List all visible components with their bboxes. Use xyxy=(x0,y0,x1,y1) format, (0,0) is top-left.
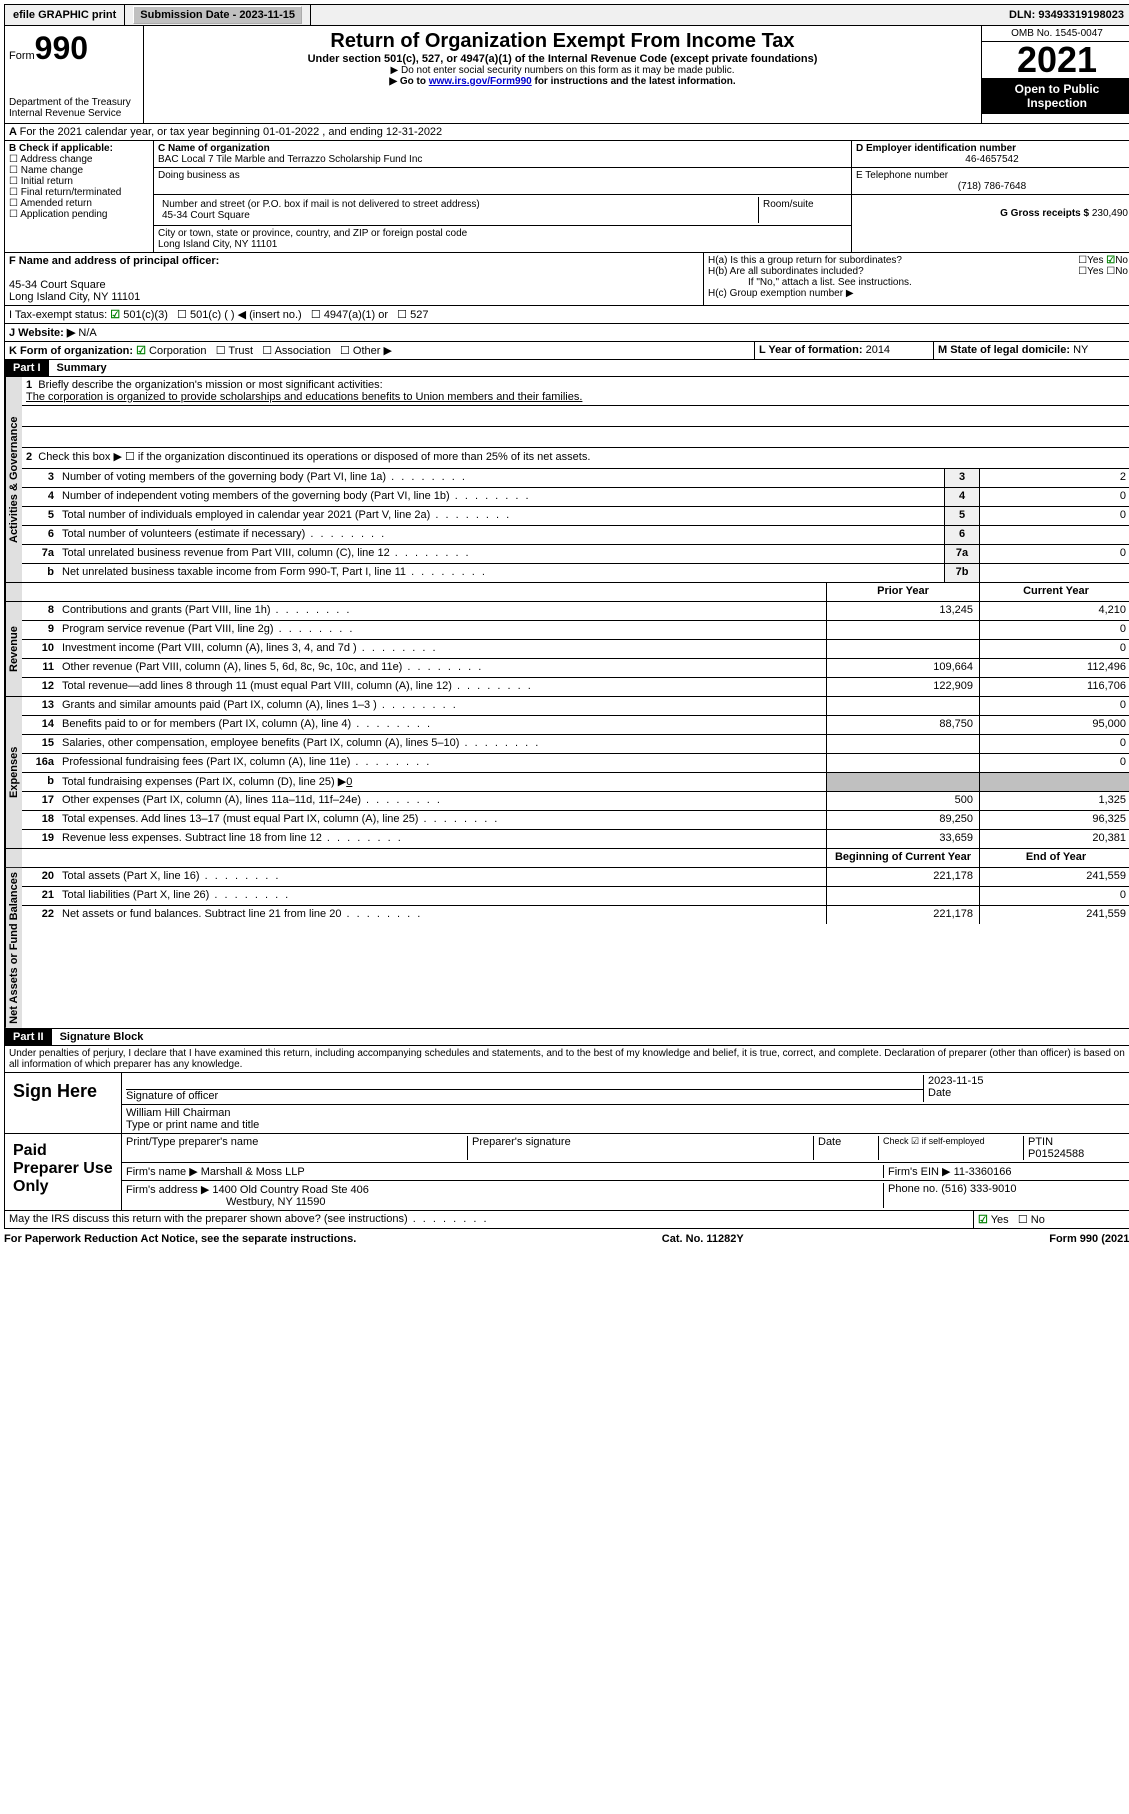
box-klm: K Form of organization: ☑ Corporation ☐ … xyxy=(4,342,1129,360)
paid-preparer-block: Paid Preparer Use Only Print/Type prepar… xyxy=(4,1134,1129,1211)
form-title: Return of Organization Exempt From Incom… xyxy=(148,30,977,53)
section-net-assets: Net Assets or Fund Balances 20Total asse… xyxy=(4,868,1129,1029)
table-row: 12Total revenue—add lines 8 through 11 (… xyxy=(22,678,1129,696)
discuss-row: May the IRS discuss this return with the… xyxy=(4,1211,1129,1229)
table-row: 17Other expenses (Part IX, column (A), l… xyxy=(22,792,1129,811)
table-row: 11Other revenue (Part VIII, column (A), … xyxy=(22,659,1129,678)
py-cy-header: Prior Year Current Year xyxy=(4,583,1129,602)
form-subtitle-2: ▶ Do not enter social security numbers o… xyxy=(148,65,977,76)
table-row: bTotal fundraising expenses (Part IX, co… xyxy=(22,773,1129,792)
table-row: 18Total expenses. Add lines 13–17 (must … xyxy=(22,811,1129,830)
sign-here-block: Sign Here Signature of officer 2023-11-1… xyxy=(4,1073,1129,1134)
dln-label: DLN: 93493319198023 xyxy=(1001,5,1129,25)
perjury-declaration: Under penalties of perjury, I declare th… xyxy=(4,1046,1129,1073)
box-j: J Website: ▶ N/A xyxy=(4,324,1129,342)
table-row: 21Total liabilities (Part X, line 26)0 xyxy=(22,887,1129,906)
form-ref: Form 990 (2021) xyxy=(1049,1233,1129,1245)
efile-label: efile GRAPHIC print xyxy=(5,5,125,25)
irs-link[interactable]: www.irs.gov/Form990 xyxy=(429,76,532,87)
rev-label-stub xyxy=(5,583,22,601)
submission-date-button[interactable]: Submission Date - 2023-11-15 xyxy=(133,6,302,24)
table-row: 10Investment income (Part VIII, column (… xyxy=(22,640,1129,659)
page-footer: For Paperwork Reduction Act Notice, see … xyxy=(4,1229,1129,1249)
table-row: 8Contributions and grants (Part VIII, li… xyxy=(22,602,1129,621)
form-subtitle-3: ▶ Go to www.irs.gov/Form990 for instruct… xyxy=(148,76,977,87)
table-row: 16aProfessional fundraising fees (Part I… xyxy=(22,754,1129,773)
section-governance: Activities & Governance 1 Briefly descri… xyxy=(4,377,1129,583)
irs-label: Internal Revenue Service xyxy=(9,108,139,119)
open-inspection-badge: Open to Public Inspection xyxy=(982,78,1129,114)
form-header: Form990 Department of the Treasury Inter… xyxy=(4,26,1129,124)
line-a-tax-year: A For the 2021 calendar year, or tax yea… xyxy=(4,124,1129,141)
part-2-header: Part II Signature Block xyxy=(4,1029,1129,1046)
entity-block: B Check if applicable: ☐ Address change … xyxy=(4,141,1129,253)
f-h-row: F Name and address of principal officer:… xyxy=(4,253,1129,306)
box-b: B Check if applicable: ☐ Address change … xyxy=(5,141,154,252)
form-subtitle-1: Under section 501(c), 527, or 4947(a)(1)… xyxy=(148,53,977,65)
box-i: I Tax-exempt status: ☑ 501(c)(3) ☐ 501(c… xyxy=(4,306,1129,324)
table-row: 14Benefits paid to or for members (Part … xyxy=(22,716,1129,735)
section-expenses: Expenses 13Grants and similar amounts pa… xyxy=(4,697,1129,849)
net-header: Beginning of Current Year End of Year xyxy=(4,849,1129,868)
top-toolbar: efile GRAPHIC print Submission Date - 20… xyxy=(4,4,1129,26)
form-word: Form xyxy=(9,50,35,62)
table-row: 13Grants and similar amounts paid (Part … xyxy=(22,697,1129,716)
section-revenue: Revenue 8Contributions and grants (Part … xyxy=(4,602,1129,697)
cat-no: Cat. No. 11282Y xyxy=(662,1233,744,1245)
table-row: 15Salaries, other compensation, employee… xyxy=(22,735,1129,754)
table-row: 22Net assets or fund balances. Subtract … xyxy=(22,906,1129,924)
table-row: 19Revenue less expenses. Subtract line 1… xyxy=(22,830,1129,848)
part-1-header: Part I Summary xyxy=(4,360,1129,377)
box-c: C Name of organization BAC Local 7 Tile … xyxy=(154,141,852,252)
revenue-label: Revenue xyxy=(5,602,22,696)
table-row: 20Total assets (Part X, line 16)221,1782… xyxy=(22,868,1129,887)
dept-label: Department of the Treasury xyxy=(9,97,139,108)
table-row: 9Program service revenue (Part VIII, lin… xyxy=(22,621,1129,640)
tax-year: 2021 xyxy=(982,42,1129,78)
net-assets-label: Net Assets or Fund Balances xyxy=(5,868,22,1028)
box-d-e-g: D Employer identification number 46-4657… xyxy=(852,141,1129,252)
expenses-label: Expenses xyxy=(5,697,22,848)
governance-label: Activities & Governance xyxy=(5,377,22,582)
paperwork-notice: For Paperwork Reduction Act Notice, see … xyxy=(4,1233,356,1245)
form-number: 990 xyxy=(35,30,88,66)
